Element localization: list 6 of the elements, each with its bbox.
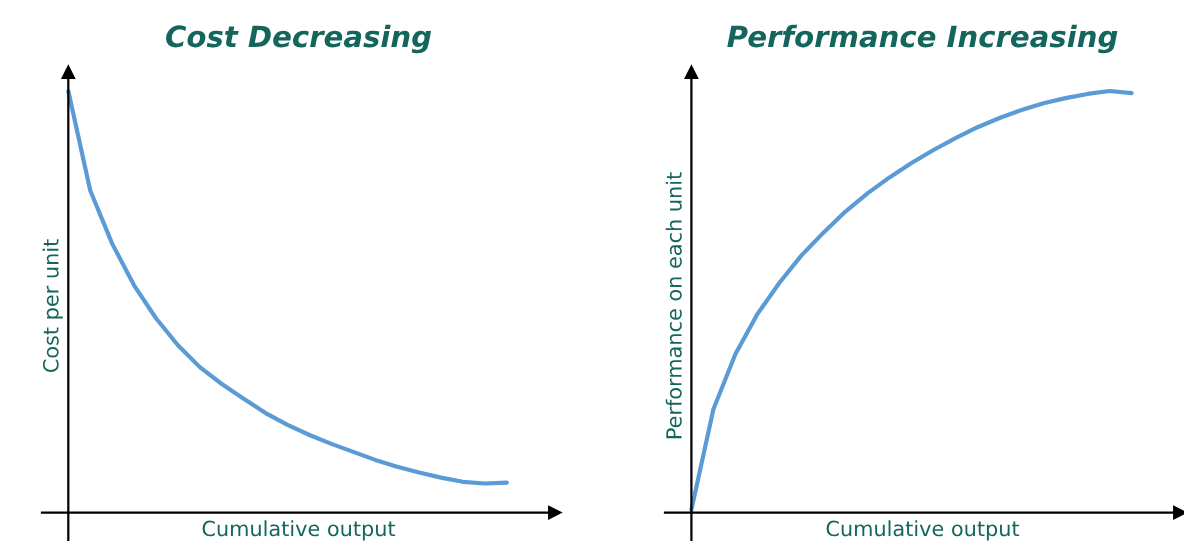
chart-title: Performance Increasing [727, 24, 1118, 54]
x-axis-title: Cumulative output [826, 520, 1020, 541]
chart-title: Cost Decreasing [166, 24, 432, 54]
y-axis-title: Cost per unit [42, 239, 63, 373]
y-axis-title: Performance on each unit [665, 172, 682, 439]
x-axis-title: Cumulative output [202, 520, 396, 541]
